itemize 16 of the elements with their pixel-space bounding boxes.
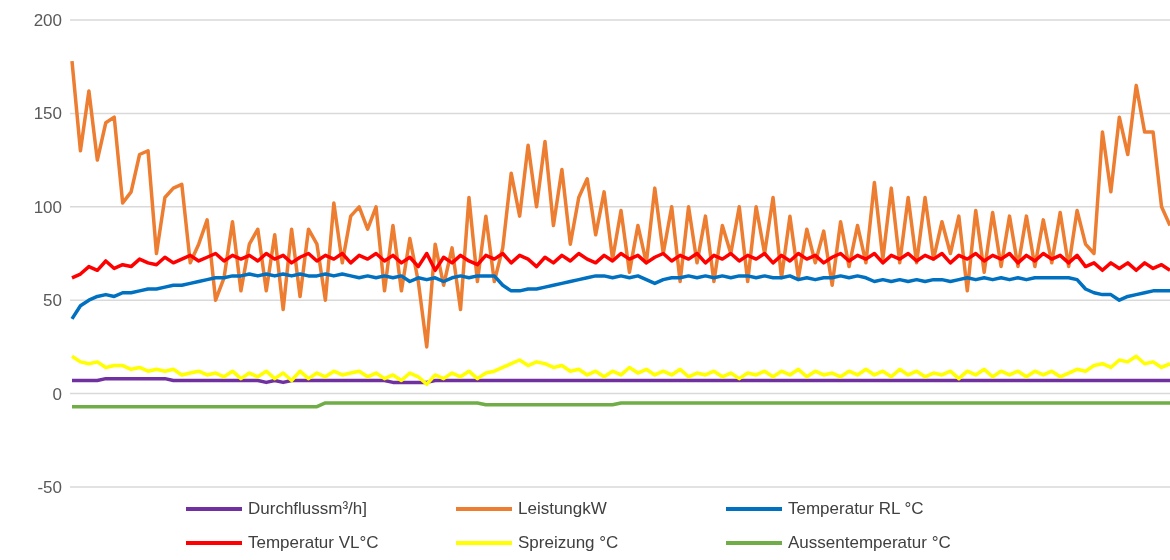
line-series (70, 354, 1170, 387)
line-series (70, 251, 1170, 280)
y-tick-label: -50 (37, 478, 62, 498)
legend-label: Aussentemperatur °C (788, 533, 951, 553)
legend-label: LeistungkW (518, 499, 607, 519)
y-tick-label: 0 (52, 384, 62, 404)
legend-label: Temperatur VL°C (248, 533, 379, 553)
y-tick-label: 150 (33, 104, 62, 124)
legend-label: Durchflussm³/h] (248, 499, 368, 519)
line-series (70, 272, 1170, 321)
legend-label: Spreizung °C (518, 533, 619, 553)
legend-label: Temperatur RL °C (788, 499, 924, 519)
y-tick-label: 200 (33, 11, 62, 31)
y-tick-label: 100 (33, 197, 62, 217)
line-series (70, 59, 1170, 349)
y-tick-label: 50 (43, 291, 62, 311)
